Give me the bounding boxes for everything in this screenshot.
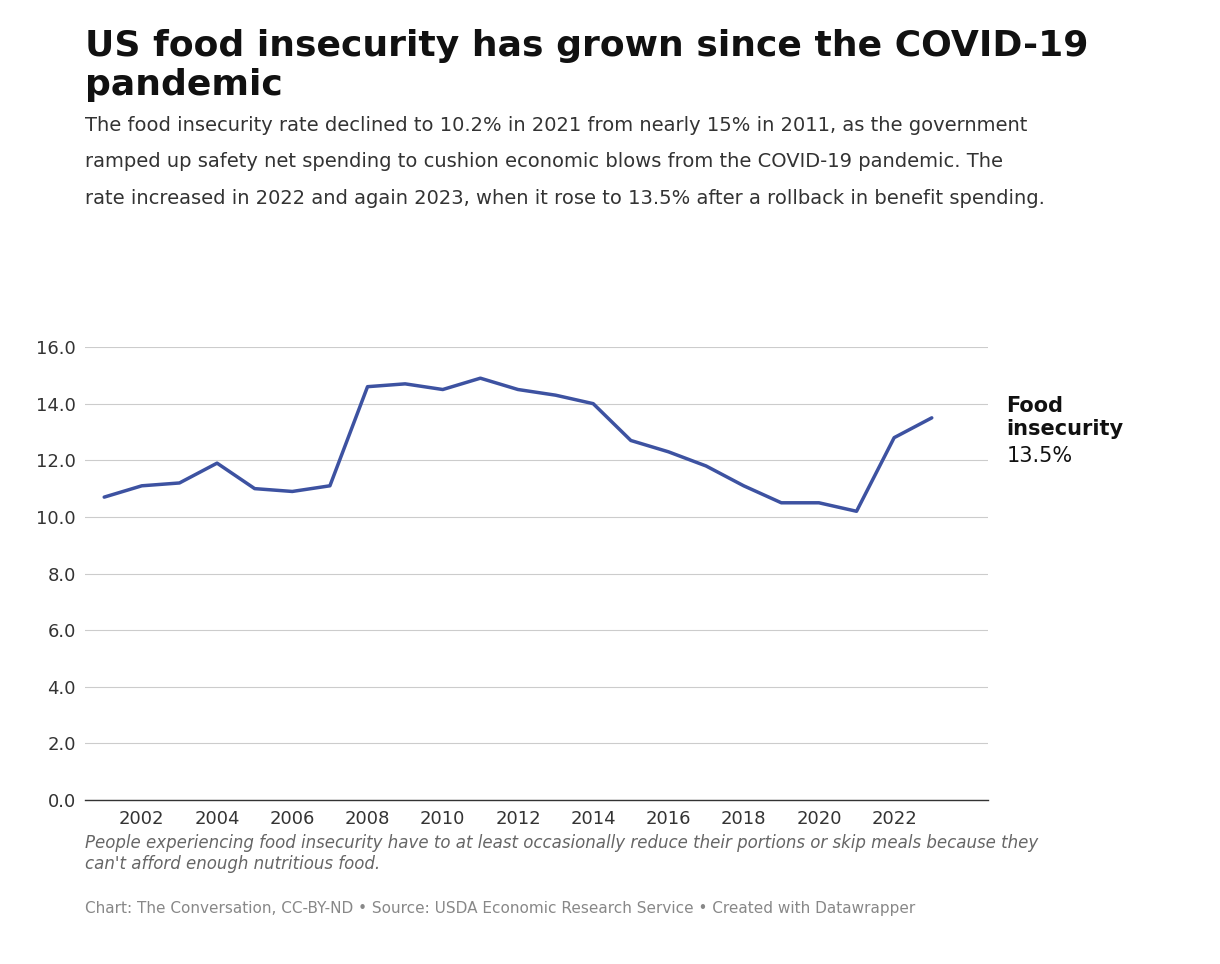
Text: rate increased in 2022 and again 2023, when it rose to 13.5% after a rollback in: rate increased in 2022 and again 2023, w… bbox=[85, 189, 1046, 208]
Text: Food
insecurity: Food insecurity bbox=[1006, 396, 1124, 440]
Text: 13.5%: 13.5% bbox=[1006, 446, 1072, 467]
Text: Chart: The Conversation, CC-BY-ND • Source: USDA Economic Research Service • Cre: Chart: The Conversation, CC-BY-ND • Sour… bbox=[85, 901, 916, 917]
Text: US food insecurity has grown since the COVID-19 pandemic: US food insecurity has grown since the C… bbox=[85, 29, 1089, 102]
Text: The food insecurity rate declined to 10.2% in 2021 from nearly 15% in 2011, as t: The food insecurity rate declined to 10.… bbox=[85, 116, 1027, 135]
Text: ramped up safety net spending to cushion economic blows from the COVID-19 pandem: ramped up safety net spending to cushion… bbox=[85, 152, 1003, 172]
Text: People experiencing food insecurity have to at least occasionally reduce their p: People experiencing food insecurity have… bbox=[85, 834, 1038, 872]
